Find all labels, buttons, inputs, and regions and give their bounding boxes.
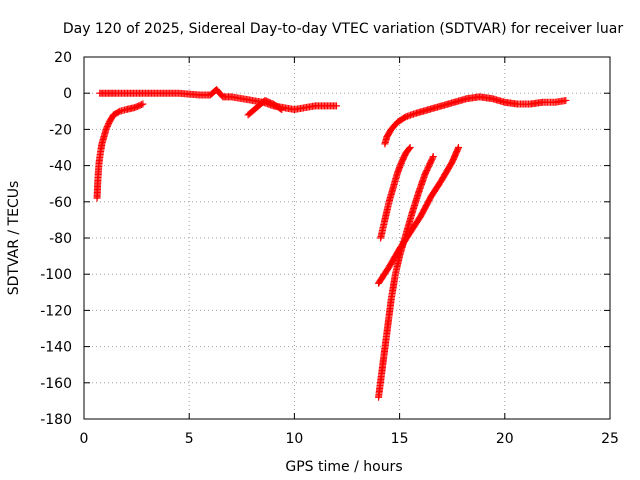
data-point xyxy=(429,153,437,161)
data-point xyxy=(562,96,570,104)
y-tick-label: -100 xyxy=(40,267,72,283)
y-axis-label: SDTVAR / TECUs xyxy=(6,181,22,296)
data-point xyxy=(139,100,147,108)
y-tick-label: -160 xyxy=(40,376,72,392)
y-tick-label: -120 xyxy=(40,303,72,319)
data-point xyxy=(332,102,340,110)
x-tick-label: 10 xyxy=(285,431,303,447)
axis-ticks xyxy=(83,56,611,420)
data-point xyxy=(429,154,437,162)
y-tick-label: -140 xyxy=(40,340,72,356)
data-points xyxy=(93,86,570,401)
y-tick-label: -180 xyxy=(40,412,72,428)
x-tick-label: 20 xyxy=(496,431,514,447)
chart-title: Day 120 of 2025, Sidereal Day-to-day VTE… xyxy=(63,21,624,37)
y-tick-label: -20 xyxy=(49,122,72,138)
x-tick-labels: 0 5 10 15 20 25 xyxy=(80,431,619,447)
data-point xyxy=(405,145,413,153)
y-tick-label: 20 xyxy=(54,50,72,66)
x-tick-label: 5 xyxy=(185,431,194,447)
data-point xyxy=(138,101,146,109)
data-point xyxy=(455,144,463,151)
x-tick-label: 0 xyxy=(80,431,89,447)
data-point xyxy=(406,144,414,151)
x-tick-label: 25 xyxy=(601,431,619,447)
y-tick-labels: -180 -160 -140 -120 -100 -80 -60 -40 -20 0 20 xyxy=(40,50,72,428)
data-point xyxy=(277,105,285,113)
data-point xyxy=(278,105,286,113)
y-tick-label: -80 xyxy=(49,231,72,247)
x-tick-label: 15 xyxy=(391,431,409,447)
y-tick-label: -40 xyxy=(49,159,72,175)
y-tick-label: 0 xyxy=(63,86,72,102)
y-tick-label: -60 xyxy=(49,195,72,211)
x-axis-label: GPS time / hours xyxy=(285,459,402,475)
